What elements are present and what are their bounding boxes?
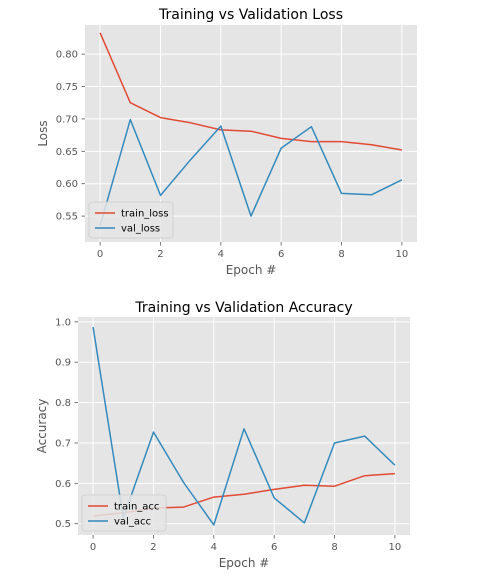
x-tick-label: 4 — [218, 249, 224, 260]
x-tick-label: 10 — [396, 249, 409, 260]
x-axis-label: Epoch # — [219, 556, 270, 570]
series-line-train_loss — [99, 32, 403, 151]
x-tick-label: 6 — [278, 249, 284, 260]
series-line-val_acc — [92, 326, 396, 526]
y-tick-label: 0.55 — [56, 212, 78, 223]
y-tick-label: 1.0 — [55, 317, 71, 328]
legend-box — [81, 494, 167, 532]
y-tick-label: 0.7 — [55, 438, 71, 449]
x-tick-label: 2 — [150, 542, 156, 553]
x-tick-label: 10 — [389, 542, 402, 553]
y-tick-label: 0.70 — [56, 114, 78, 125]
legend-entry-train_loss: train_loss — [121, 209, 169, 220]
y-tick-label: 0.65 — [56, 147, 78, 158]
y-tick-label: 0.8 — [55, 398, 71, 409]
legend: train_acc val_acc — [81, 494, 167, 532]
legend-entry-train_acc: train_acc — [114, 502, 159, 513]
x-axis-label: Epoch # — [226, 263, 277, 277]
x-tick-label: 8 — [338, 249, 344, 260]
chart-title: Training vs Validation Accuracy — [134, 300, 352, 316]
x-tick-label: 6 — [271, 542, 277, 553]
x-tick-label: 4 — [211, 542, 217, 553]
y-axis-label: Accuracy — [35, 399, 49, 454]
chart-panel-2: 0 2 4 6 8 10 0.5 0.6 0.7 0.8 0.9 1.0 train_acc val_ac… — [35, 300, 410, 570]
y-axis-label: Loss — [36, 120, 50, 146]
legend-box — [88, 201, 174, 239]
chart-title: Training vs Validation Loss — [158, 7, 343, 23]
y-tick-label: 0.60 — [56, 179, 78, 190]
x-tick-label: 2 — [157, 249, 163, 260]
x-tick-label: 0 — [90, 542, 96, 553]
y-tick-label: 0.5 — [55, 519, 71, 530]
x-tick-label: 0 — [97, 249, 103, 260]
y-tick-label: 0.6 — [55, 479, 71, 490]
y-tick-label: 0.9 — [55, 358, 71, 369]
y-tick-label: 0.75 — [56, 82, 78, 93]
legend-entry-val_acc: val_acc — [114, 517, 151, 528]
chart-panel-1: 0 2 4 6 8 10 0.55 0.60 0.65 0.70 0.75 0.80 train_los… — [36, 7, 417, 277]
x-tick-label: 8 — [331, 542, 337, 553]
legend: train_loss val_loss — [88, 201, 174, 239]
y-tick-label: 0.80 — [56, 50, 78, 61]
series-line-val_loss — [99, 118, 403, 227]
legend-entry-val_loss: val_loss — [121, 224, 160, 235]
